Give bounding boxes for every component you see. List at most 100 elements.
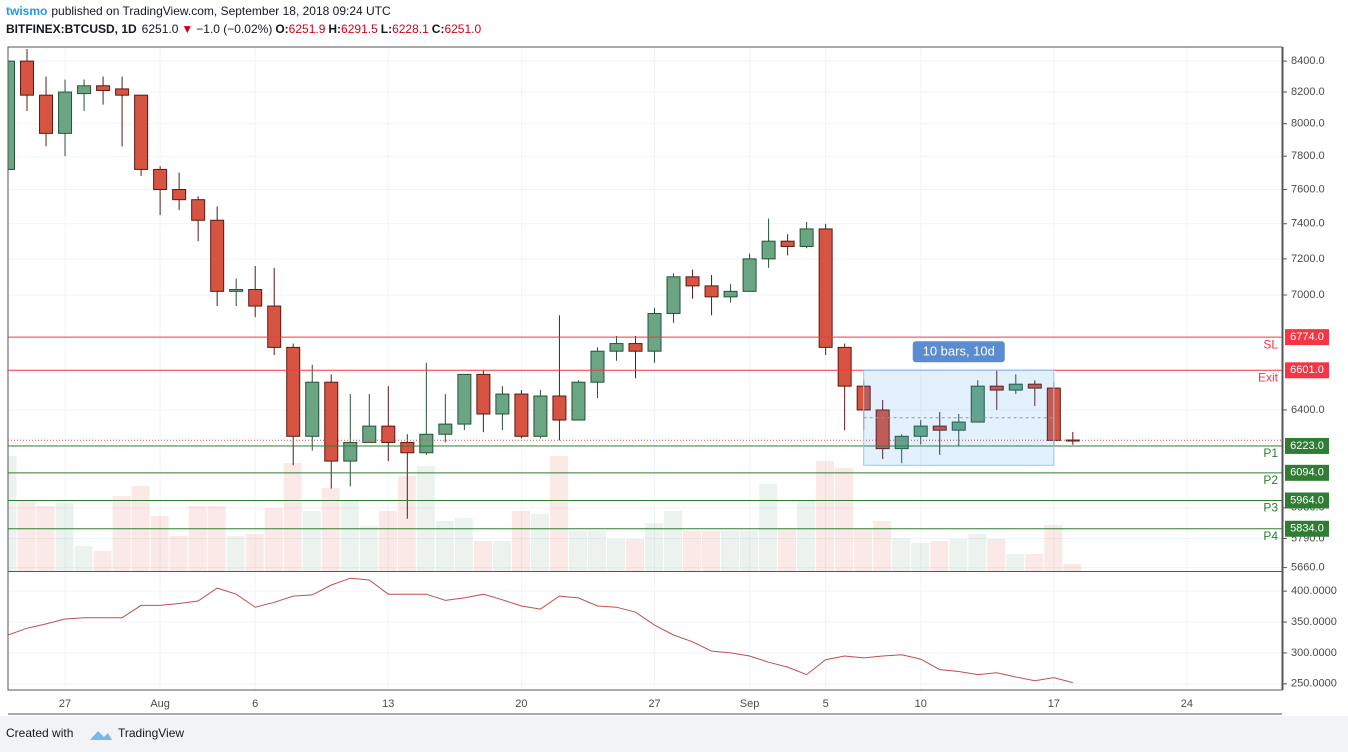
volume-bar [968, 534, 987, 571]
y-tick-label: 5660.0 [1291, 562, 1325, 574]
symbol: BITFINEX:BTCUSD, 1D [6, 22, 137, 36]
volume-bar [702, 531, 721, 571]
y-tick-label: 7200.0 [1291, 253, 1325, 265]
volume-bar [321, 488, 340, 571]
x-tick-label: Aug [150, 698, 170, 710]
candle-body [115, 88, 130, 96]
x-tick-label: 13 [382, 698, 394, 710]
volume-bar [549, 456, 568, 571]
candle-body [875, 409, 890, 450]
volume-bar [1044, 525, 1063, 571]
candle-body [533, 395, 548, 437]
volume-bar [1006, 554, 1025, 571]
volume-bar [873, 521, 892, 571]
y-tick-label: 300.0000 [1291, 647, 1337, 659]
candle-body [514, 393, 529, 437]
volume-bar [359, 526, 378, 571]
x-tick-label: 10 [915, 698, 927, 710]
ohlc-key: H: [328, 22, 341, 36]
volume-bar [683, 531, 702, 571]
published: published on TradingView.com, September … [51, 4, 391, 18]
volume-bar [930, 541, 949, 571]
candle-body [628, 343, 643, 352]
volume-bar [587, 531, 606, 571]
level-box [1285, 492, 1329, 509]
volume-bar [797, 501, 816, 571]
candle-body [381, 425, 396, 443]
range-label: 10 bars, 10d [923, 344, 995, 359]
y-tick-label: 8200.0 [1291, 86, 1325, 98]
y-tick-label: 250.0000 [1291, 678, 1337, 690]
candle-body [343, 441, 358, 462]
candle-body [647, 312, 662, 352]
candle-body [818, 228, 833, 348]
x-tick-label: 6 [252, 698, 258, 710]
candle-body [951, 421, 966, 431]
volume-bar [911, 543, 930, 571]
volume-bar [740, 531, 759, 571]
ohlc-value: 6251.9 [289, 22, 326, 36]
y-tick-label: 7800.0 [1291, 150, 1325, 162]
candle-body [780, 240, 795, 247]
candle-body [400, 441, 415, 454]
candle-body [172, 189, 187, 201]
level-label: 6601.0 [1290, 364, 1324, 376]
volume-bar [816, 461, 835, 571]
candle-body [552, 395, 567, 421]
level-label: 6223.0 [1290, 440, 1324, 452]
candle-body [77, 85, 92, 95]
range-box [863, 369, 1055, 466]
candle-body [495, 393, 510, 415]
range-label-box [912, 341, 1005, 363]
frame [7, 46, 1283, 691]
volume-bar [397, 476, 416, 571]
candle-body [39, 94, 54, 134]
volume-bar [1063, 564, 1082, 571]
candle-body [362, 425, 377, 443]
volume-bar [721, 531, 740, 571]
volume-bar [435, 521, 454, 571]
volume-bar [226, 536, 245, 571]
ohlc-key: O: [275, 22, 288, 36]
candle-body [324, 381, 339, 462]
y-tick-label: 7600.0 [1291, 183, 1325, 195]
candle-body [571, 381, 586, 421]
candle-body [1027, 383, 1042, 389]
volume-bar [530, 514, 549, 571]
level-name: P2 [1263, 473, 1278, 487]
candle-body [153, 168, 168, 191]
grid [8, 47, 1282, 690]
candle-body [286, 346, 301, 437]
candle-body [761, 240, 776, 260]
candle-body [704, 285, 719, 298]
candle-body [913, 425, 928, 437]
author[interactable]: twismo [6, 4, 47, 18]
volume-bar [1025, 554, 1044, 571]
x-tick-label: 20 [515, 698, 527, 710]
volume-bar [892, 538, 911, 571]
volume-bar [169, 536, 188, 571]
candle-body [248, 289, 263, 307]
level-box [1285, 362, 1329, 379]
volume-bar [473, 541, 492, 571]
footer-text: Created with [6, 726, 73, 740]
footer-brand[interactable]: TradingView [118, 726, 184, 740]
volume-bar [188, 506, 207, 571]
volume-bar [340, 501, 359, 571]
ohlc-value: 6228.1 [392, 22, 429, 36]
candle-body [96, 85, 111, 91]
logo [90, 731, 112, 740]
candle-body [1008, 383, 1023, 391]
level-label: 6774.0 [1290, 331, 1324, 343]
volume-bar [511, 511, 530, 571]
x-tick-label: 27 [648, 698, 660, 710]
volume-bar [112, 496, 131, 571]
volume-bar [378, 511, 397, 571]
volume-bar [949, 539, 968, 571]
footer-bar [0, 716, 1348, 752]
volume-bar [568, 531, 587, 571]
level-name: P3 [1263, 501, 1278, 515]
arrow: ▼ [181, 22, 193, 36]
level-name: P4 [1263, 529, 1278, 543]
